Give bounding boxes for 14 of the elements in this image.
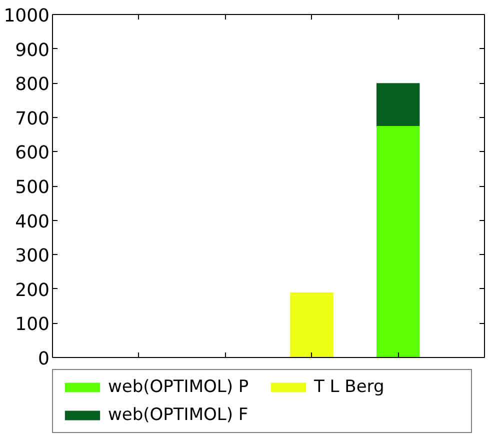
y-tick-label: 900 <box>15 40 50 61</box>
y-tick-label: 800 <box>15 74 50 96</box>
y-tick-label: 0 <box>38 348 50 370</box>
legend-label: web(OPTIMOL) F <box>108 405 250 425</box>
y-tick-label: 200 <box>15 280 50 301</box>
y-tick-label: 300 <box>15 246 50 267</box>
legend-label: web(OPTIMOL) P <box>108 377 250 397</box>
legend-label: T L Berg <box>314 377 386 397</box>
y-tick-label: 600 <box>15 142 50 164</box>
y-tick-label: 700 <box>15 108 50 130</box>
y-tick-label: 500 <box>15 177 50 198</box>
y-tick-label: 1000 <box>4 6 50 26</box>
y-tick-label: 100 <box>15 314 50 336</box>
y-tick-label: 400 <box>15 211 50 232</box>
